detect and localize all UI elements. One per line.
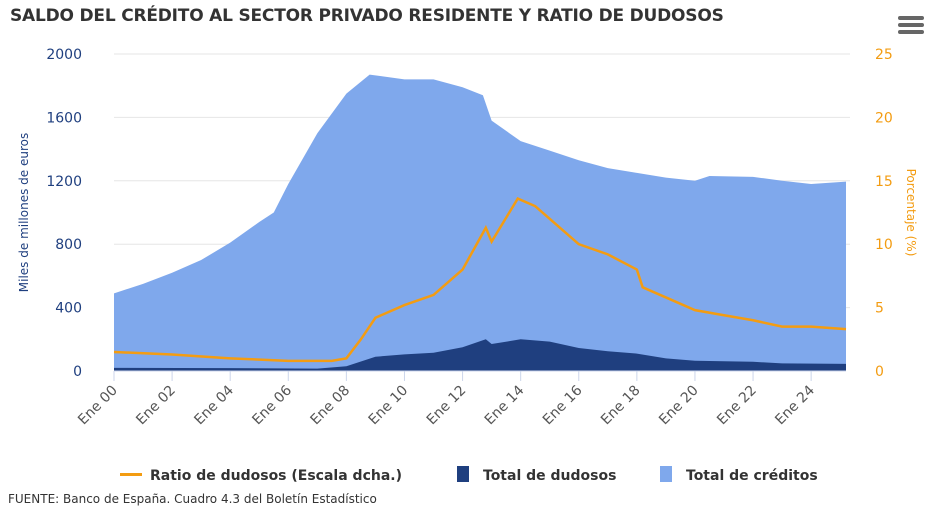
x-tick-label: Ene 16 — [540, 382, 586, 428]
x-tick-label: Ene 12 — [424, 383, 470, 429]
area-total-dudosos — [114, 339, 846, 371]
source-note: FUENTE: Banco de España. Cuadro 4.3 del … — [8, 492, 377, 506]
x-tick-label: Ene 04 — [191, 382, 237, 428]
hamburger-menu-icon[interactable] — [898, 16, 924, 38]
x-tick-label: Ene 14 — [482, 382, 528, 428]
y-tick-label: 2000 — [46, 47, 82, 63]
x-tick-label: Ene 18 — [598, 383, 644, 429]
y2-tick-label: 5 — [875, 301, 884, 317]
y2-tick-label: 0 — [875, 364, 884, 380]
line-ratio-dudosos — [113, 196, 847, 363]
x-tick-label: Ene 08 — [308, 383, 354, 429]
y2-tick-label: 20 — [875, 110, 893, 126]
legend-label: Ratio de dudosos (Escala dcha.) — [150, 468, 402, 484]
y-axis-title: Miles de millones de euros — [17, 133, 31, 292]
x-tick-label: Ene 20 — [656, 383, 702, 429]
y-tick-label: 0 — [73, 364, 82, 380]
y2-axis-title: Porcentaje (%) — [904, 169, 918, 257]
legend-label: Total de créditos — [686, 468, 818, 484]
legend-box-swatch — [660, 466, 672, 482]
x-tick-label: Ene 22 — [714, 383, 760, 429]
x-tick-label: Ene 02 — [133, 383, 179, 429]
y-tick-label: 400 — [55, 301, 82, 317]
legend-line-swatch — [120, 473, 142, 476]
chart-title: SALDO DEL CRÉDITO AL SECTOR PRIVADO RESI… — [10, 6, 724, 26]
y-tick-label: 1200 — [46, 174, 82, 190]
chart-svg: 0 400 800 1200 1600 2000 0 5 10 15 20 25 Miles de mi… — [17, 47, 918, 484]
legend-label: Total de dudosos — [483, 468, 616, 484]
x-tick-label: Ene 10 — [366, 383, 412, 429]
x-tick-label: Ene 00 — [75, 383, 121, 429]
x-tick-label: Ene 24 — [772, 382, 818, 428]
y-tick-label: 1600 — [46, 110, 82, 126]
y2-tick-label: 10 — [875, 237, 893, 253]
y2-tick-label: 15 — [875, 174, 893, 190]
x-tick-label: Ene 06 — [249, 382, 295, 428]
legend-box-swatch — [457, 466, 469, 482]
area-total-creditos — [114, 74, 846, 371]
y-tick-label: 800 — [55, 237, 82, 253]
y2-tick-label: 25 — [875, 47, 893, 63]
